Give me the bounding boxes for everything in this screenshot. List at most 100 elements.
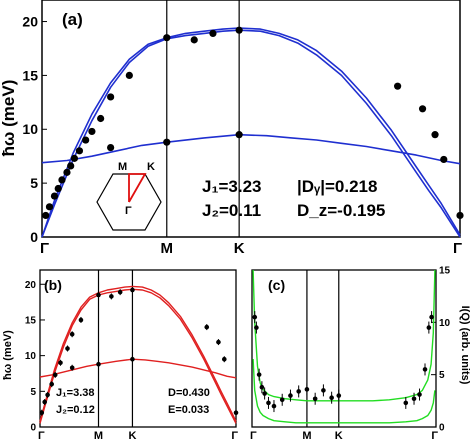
- data-point: [288, 393, 293, 398]
- data-point: [429, 314, 434, 320]
- series-line: [41, 133, 461, 165]
- ytick-label: 5: [30, 387, 36, 398]
- series-line: [39, 358, 237, 379]
- data-point: [329, 395, 334, 400]
- inset-label-k: K: [147, 161, 155, 173]
- data-point: [216, 339, 221, 345]
- data-point: [70, 154, 79, 162]
- ytick-label: 20: [22, 13, 38, 29]
- data-point: [422, 367, 428, 372]
- data-point: [235, 131, 243, 139]
- data-point: [58, 176, 66, 184]
- panel-c: (c) I(Q) (arb. units) 0 5 10 15 Γ M K Γ: [250, 266, 471, 443]
- param-dz: D_z=-0.195: [297, 201, 385, 220]
- param-b-j1: J₁=3.38: [56, 387, 95, 399]
- ytick-label: 20: [25, 280, 37, 291]
- data-point: [417, 392, 422, 397]
- ytick-label: 10: [25, 351, 37, 362]
- data-point: [235, 26, 243, 34]
- ytick-label: 5: [30, 175, 38, 191]
- data-point: [312, 396, 318, 402]
- xtick-label: Γ: [453, 240, 462, 257]
- panel-a-frame: [41, 0, 461, 238]
- xtick-label: Γ: [231, 430, 238, 442]
- data-point: [63, 168, 71, 176]
- data-point: [426, 325, 432, 330]
- ytick-label: 0: [30, 423, 36, 434]
- data-point: [456, 211, 464, 220]
- data-point: [88, 127, 96, 136]
- data-point: [52, 372, 58, 378]
- data-point: [125, 71, 133, 80]
- data-point: [58, 360, 63, 366]
- data-point: [45, 392, 50, 398]
- data-point: [296, 389, 301, 394]
- data-point: [336, 393, 342, 398]
- xtick-label: Γ: [38, 430, 45, 442]
- data-point: [266, 400, 271, 406]
- ytick-label: 15: [439, 266, 451, 277]
- data-point: [96, 292, 101, 298]
- panel-a-label: (a): [62, 10, 83, 29]
- panel-c-frame: [251, 269, 437, 428]
- data-point: [190, 36, 198, 44]
- data-point: [67, 162, 75, 170]
- data-point: [254, 325, 259, 330]
- inset-label-m: M: [118, 161, 127, 173]
- data-point: [204, 324, 210, 330]
- param-b-j2: J₂=0.12: [56, 404, 95, 416]
- brillouin-zone-inset: M K Γ: [96, 161, 162, 231]
- ytick-label: 5: [439, 370, 445, 381]
- data-point: [411, 396, 417, 402]
- ytick-label: 15: [22, 67, 38, 83]
- data-point: [321, 388, 326, 393]
- data-point: [107, 143, 115, 152]
- data-point: [54, 184, 62, 193]
- data-point: [271, 403, 277, 409]
- param-j2: J₂=0.11: [202, 201, 261, 220]
- xtick-label: K: [335, 430, 343, 442]
- data-point: [259, 384, 265, 390]
- param-j1: J₁=3.23: [202, 177, 262, 196]
- data-point: [109, 294, 114, 299]
- data-point: [418, 105, 427, 113]
- data-point: [69, 331, 75, 337]
- ytick-label: 0: [30, 229, 38, 245]
- panel-c-ylabel: I(Q) (arb. units): [459, 306, 471, 385]
- inset-label-gamma: Γ: [125, 205, 132, 217]
- data-point: [49, 381, 55, 387]
- data-point: [163, 138, 171, 146]
- data-point: [96, 361, 101, 367]
- data-point: [42, 211, 50, 220]
- data-point: [130, 356, 135, 362]
- data-point: [97, 114, 105, 123]
- data-point: [117, 289, 123, 295]
- data-point: [431, 131, 439, 139]
- data-point: [262, 391, 267, 396]
- data-point: [233, 410, 239, 416]
- data-point: [440, 155, 448, 164]
- data-point: [82, 136, 90, 144]
- xtick-label: Γ: [40, 240, 49, 257]
- data-point: [107, 93, 115, 101]
- series-line: [39, 285, 237, 422]
- xtick-label: Γ: [250, 430, 257, 442]
- data-point: [279, 397, 285, 403]
- data-point: [42, 399, 47, 405]
- panel-b-ylabel: ħω (meV): [2, 330, 14, 380]
- data-point: [209, 29, 217, 37]
- panel-b-label: (b): [44, 277, 62, 293]
- panel-a-ylabel: ħω (meV): [0, 80, 18, 157]
- ytick-label: 0: [439, 423, 445, 434]
- data-point: [394, 82, 402, 90]
- xtick-label: K: [128, 430, 136, 442]
- param-b-d: D=0.430: [168, 387, 210, 399]
- inset-path: [128, 173, 147, 203]
- ytick-label: 10: [22, 121, 38, 137]
- series-line: [252, 358, 436, 424]
- data-point: [39, 410, 45, 416]
- data-point: [221, 356, 227, 362]
- data-point: [163, 34, 171, 42]
